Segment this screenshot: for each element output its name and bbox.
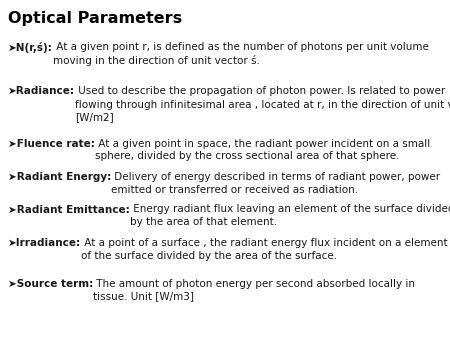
Text: Used to describe the propagation of photon power. Is related to power
flowing th: Used to describe the propagation of phot…: [75, 86, 450, 122]
Text: Optical Parameters: Optical Parameters: [8, 11, 182, 26]
Text: At a given point r, is defined as the number of photons per unit volume
moving i: At a given point r, is defined as the nu…: [53, 42, 429, 66]
Text: ➤Radiant Emittance:: ➤Radiant Emittance:: [8, 204, 130, 215]
Text: ➤Fluence rate:: ➤Fluence rate:: [8, 139, 95, 149]
Text: ➤Source term:: ➤Source term:: [8, 279, 93, 289]
Text: At a given point in space, the radiant power incident on a small
sphere, divided: At a given point in space, the radiant p…: [95, 139, 430, 161]
Text: ➤Radiant Energy:: ➤Radiant Energy:: [8, 172, 111, 183]
Text: The amount of photon energy per second absorbed locally in
tissue. Unit [W/m3]: The amount of photon energy per second a…: [93, 279, 415, 301]
Text: ➤N(r,ś):: ➤N(r,ś):: [8, 42, 53, 53]
Text: ➤Radiance:: ➤Radiance:: [8, 86, 75, 96]
Text: Energy radiant flux leaving an element of the surface divided
by the area of tha: Energy radiant flux leaving an element o…: [130, 204, 450, 227]
Text: Delivery of energy described in terms of radiant power, power
emitted or transfe: Delivery of energy described in terms of…: [111, 172, 441, 195]
Text: ➤Irradiance:: ➤Irradiance:: [8, 238, 81, 248]
Text: At a point of a surface , the radiant energy flux incident on a element
of the s: At a point of a surface , the radiant en…: [81, 238, 448, 261]
